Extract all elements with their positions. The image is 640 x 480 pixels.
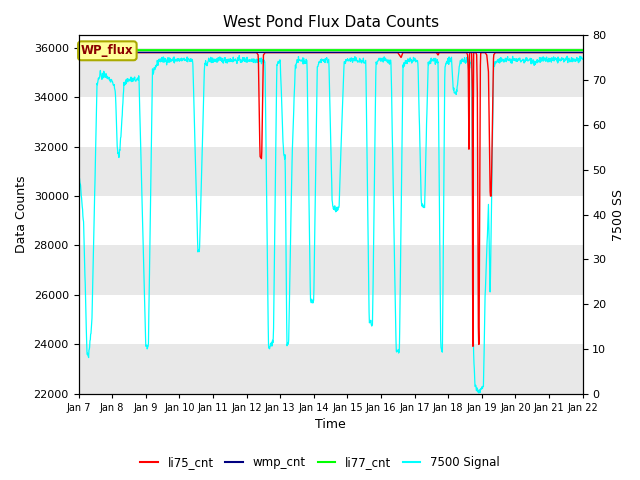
Bar	[79, 97, 582, 146]
X-axis label: Time: Time	[315, 419, 346, 432]
Title: West Pond Flux Data Counts: West Pond Flux Data Counts	[223, 15, 438, 30]
Bar	[79, 48, 582, 97]
Legend: li75_cnt, wmp_cnt, li77_cnt, 7500 Signal: li75_cnt, wmp_cnt, li77_cnt, 7500 Signal	[136, 452, 504, 474]
Bar	[79, 295, 582, 344]
Bar	[79, 245, 582, 295]
Bar	[79, 36, 582, 48]
Text: WP_flux: WP_flux	[81, 44, 134, 57]
Y-axis label: 7500 SS: 7500 SS	[612, 189, 625, 240]
Bar	[79, 196, 582, 245]
Y-axis label: Data Counts: Data Counts	[15, 176, 28, 253]
Bar	[79, 146, 582, 196]
Bar	[79, 344, 582, 394]
